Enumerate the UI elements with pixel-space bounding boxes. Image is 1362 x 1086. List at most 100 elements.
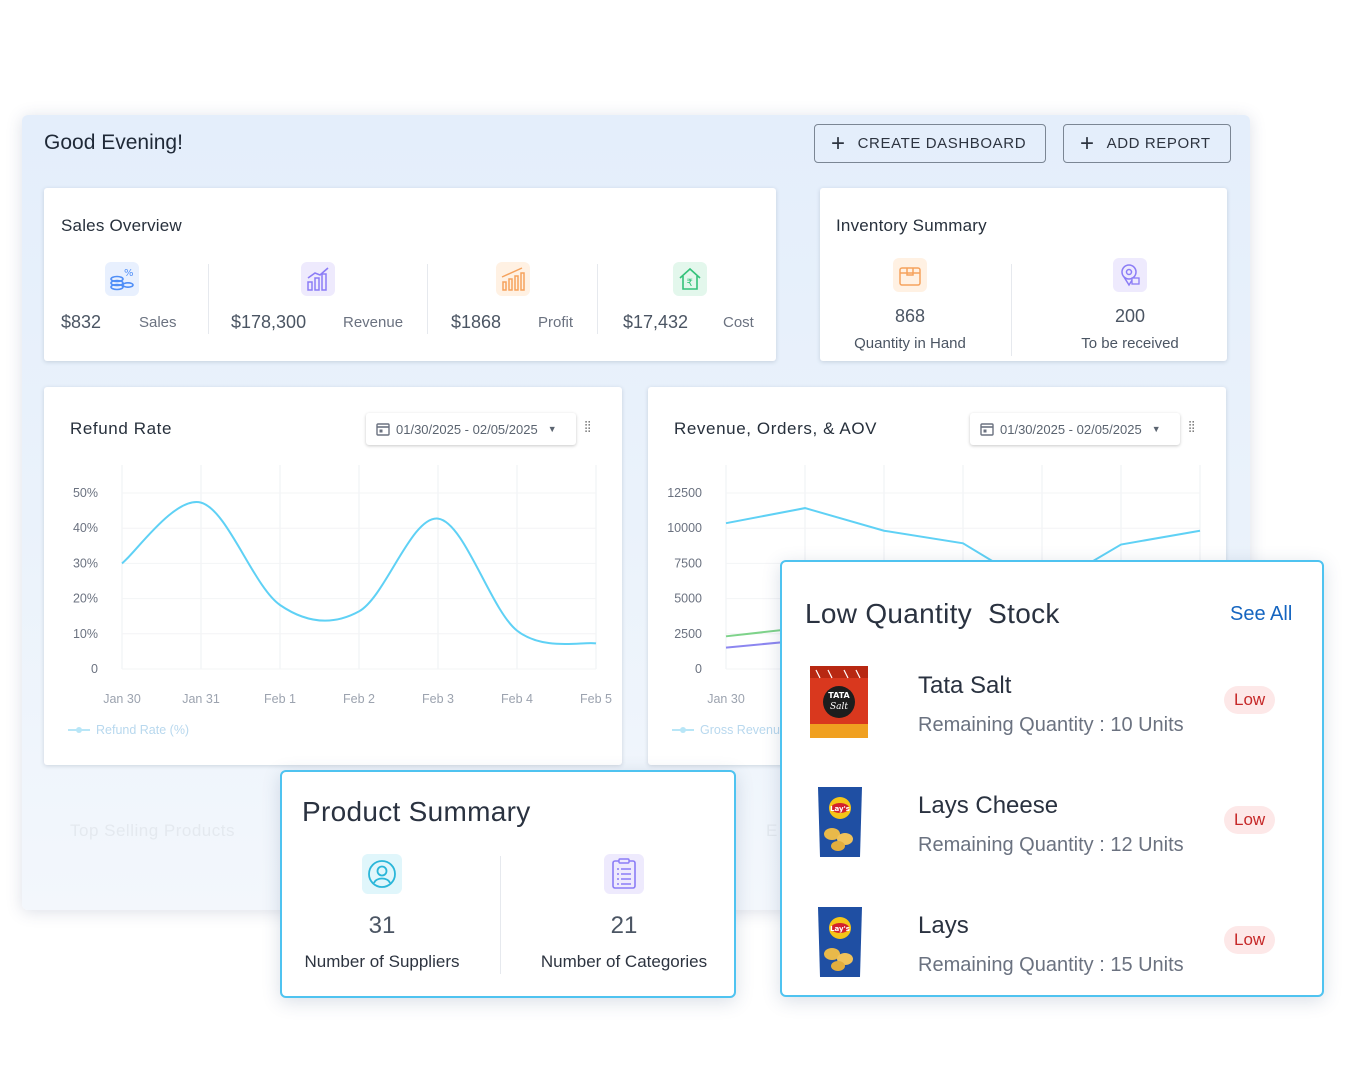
- refund-rate-chart: 50% 40% 30% 20% 10% 0 Jan 30 Jan 31 Feb 1 Feb 2 Fe…: [73, 465, 612, 706]
- to-be-received-metric: 200 To be received: [1060, 258, 1200, 352]
- divider: [597, 264, 598, 334]
- see-all-link[interactable]: See All: [1230, 603, 1293, 625]
- stock-item-name: Tata Salt: [918, 672, 1012, 699]
- caret-down-icon: ▼: [1151, 424, 1161, 434]
- revenue-orders-aov-title: Revenue, Orders, & AOV: [674, 419, 878, 438]
- refund-date-range-picker[interactable]: 01/30/2025 - 02/05/2025 ▼: [366, 413, 576, 445]
- divider: [427, 264, 428, 334]
- stock-item-name: Lays Cheese: [918, 792, 1059, 819]
- svg-text:₹: ₹: [687, 278, 693, 289]
- inventory-summary-card: Inventory Summary 868 Quantity in Hand 2…: [820, 188, 1227, 361]
- caret-down-icon: ▼: [547, 424, 557, 434]
- categories-label: Number of Categories: [540, 952, 708, 971]
- drag-handle-icon[interactable]: ⁞⁞: [584, 419, 591, 436]
- series-line-0: [121, 501, 597, 646]
- quantity-in-hand-value: 868: [894, 306, 926, 326]
- cost-label: Cost: [723, 314, 754, 331]
- revenue-value: $178,300: [231, 312, 307, 332]
- tata-product-text: Salt: [830, 702, 848, 712]
- lays-brand-text: Lay's: [830, 805, 850, 813]
- x-tick-label: Feb 5: [580, 692, 612, 706]
- x-tick-label: Jan 30: [707, 692, 745, 706]
- y-tick-label: 30%: [73, 556, 98, 570]
- refund-date-range-text: 01/30/2025 - 02/05/2025: [396, 421, 538, 437]
- add-report-label: ADD REPORT: [1106, 135, 1211, 152]
- refund-rate-card: Refund Rate 01/30/2025 - 02/05/2025 ▼ ⁞⁞…: [44, 387, 622, 765]
- cost-metric: ₹ $17,432 Cost: [623, 258, 763, 338]
- tata-salt-product-image: TATA Salt: [810, 666, 868, 738]
- lays-brand-text: Lay's: [830, 925, 850, 933]
- y-tick-label: 2500: [674, 627, 702, 641]
- cost-value: $17,432: [623, 312, 689, 332]
- tata-brand-text: TATA: [828, 691, 850, 700]
- suppliers-value: 31: [368, 912, 396, 939]
- quantity-in-hand-label: Quantity in Hand: [854, 335, 966, 352]
- legend-line-icon: [68, 727, 90, 733]
- stock-item-lays[interactable]: Lay's Lays Remaining Quantity : 15 Units…: [804, 904, 1276, 994]
- y-tick-label: 7500: [674, 556, 702, 570]
- x-tick-label: Jan 31: [182, 692, 220, 706]
- top-selling-products-title: Top Selling Products: [70, 821, 235, 840]
- inventory-summary-title: Inventory Summary: [836, 216, 987, 235]
- y-tick-label: 5000: [674, 592, 702, 606]
- profit-metric: $1868 Profit: [451, 258, 601, 338]
- product-summary-title: Product Summary: [302, 796, 531, 827]
- svg-text:%: %: [124, 268, 134, 279]
- revenue-date-range-text: 01/30/2025 - 02/05/2025: [1000, 421, 1142, 437]
- y-tick-label: 10%: [73, 627, 98, 641]
- drag-handle-icon[interactable]: ⁞⁞: [1188, 419, 1195, 436]
- profit-value: $1868: [451, 312, 502, 332]
- divider: [500, 856, 501, 974]
- to-be-received-label: To be received: [1081, 335, 1179, 352]
- add-report-button[interactable]: + ADD REPORT: [1063, 124, 1231, 163]
- sales-label: Sales: [139, 314, 177, 331]
- plus-icon: +: [1080, 129, 1095, 157]
- calendar-icon: [980, 423, 994, 436]
- suppliers-label: Number of Suppliers: [304, 952, 460, 971]
- low-stock-title: Low Quantity Stock: [805, 598, 1060, 629]
- low-status-badge: Low: [1224, 926, 1276, 954]
- low-status-badge: Low: [1224, 806, 1276, 834]
- create-dashboard-button[interactable]: + CREATE DASHBOARD: [814, 124, 1046, 163]
- clipboard-list-icon: [604, 854, 644, 894]
- calendar-icon: [376, 423, 390, 436]
- sales-overview-title: Sales Overview: [61, 216, 182, 235]
- coins-percent-icon: %: [105, 262, 139, 296]
- profit-label: Profit: [538, 314, 574, 331]
- low-quantity-stock-card: Low Quantity Stock See All TATA Salt Tat…: [780, 560, 1324, 997]
- x-tick-label: Feb 1: [264, 692, 296, 706]
- stock-item-tata-salt[interactable]: TATA Salt Tata Salt Remaining Quantity :…: [804, 664, 1276, 754]
- y-tick-label: 0: [695, 662, 702, 676]
- revenue-metric: $178,300 Revenue: [231, 258, 431, 338]
- revenue-legend: Gross Revenu: [672, 723, 780, 737]
- stock-item-quantity: Remaining Quantity : 15 Units: [918, 954, 1184, 976]
- greeting-title: Good Evening!: [44, 131, 183, 154]
- y-tick-label: 20%: [73, 592, 98, 606]
- stock-item-quantity: Remaining Quantity : 10 Units: [918, 714, 1184, 736]
- revenue-date-range-picker[interactable]: 01/30/2025 - 02/05/2025 ▼: [970, 413, 1180, 445]
- divider: [208, 264, 209, 334]
- location-pin-icon: [1113, 258, 1147, 292]
- divider: [1011, 264, 1012, 356]
- refund-rate-title: Refund Rate: [70, 419, 173, 438]
- x-tick-label: Feb 3: [422, 692, 454, 706]
- stock-item-name: Lays: [918, 912, 969, 939]
- partial-card-title: E: [766, 821, 778, 840]
- stock-item-lays-cheese[interactable]: Lay's Lays Cheese Remaining Quantity : 1…: [804, 784, 1276, 874]
- lays-product-image: Lay's: [818, 907, 862, 977]
- create-dashboard-label: CREATE DASHBOARD: [857, 135, 1027, 152]
- box-icon: [893, 258, 927, 292]
- x-tick-label: Feb 2: [343, 692, 375, 706]
- revenue-label: Revenue: [343, 314, 404, 331]
- x-tick-label: Jan 30: [103, 692, 141, 706]
- sales-overview-card: Sales Overview % $832 Sales $178,300 Rev…: [44, 188, 776, 361]
- lays-cheese-product-image: Lay's: [818, 787, 862, 857]
- low-status-badge: Low: [1224, 686, 1276, 714]
- y-tick-label: 12500: [667, 486, 702, 500]
- to-be-received-value: 200: [1114, 306, 1146, 326]
- user-circle-icon: [362, 854, 402, 894]
- refund-legend: Refund Rate (%): [68, 723, 189, 737]
- y-tick-label: 40%: [73, 521, 98, 535]
- y-tick-label: 50%: [73, 486, 98, 500]
- refund-legend-label: Refund Rate (%): [96, 723, 190, 737]
